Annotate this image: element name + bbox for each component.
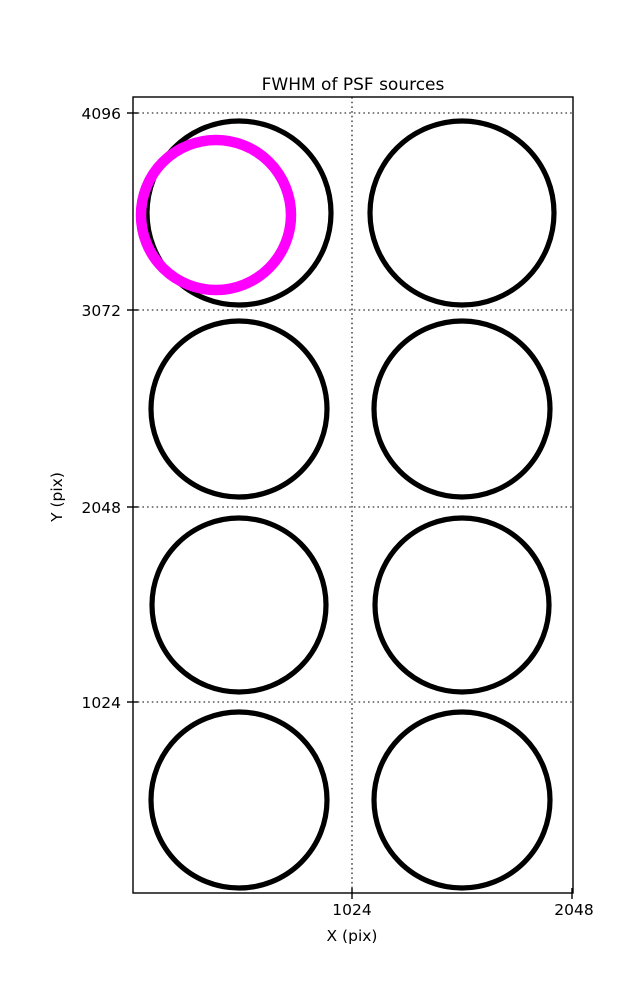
psf-marker[interactable]: [148, 709, 330, 891]
x-tick-labels: 1024 2048: [332, 901, 593, 919]
psf-marker[interactable]: [371, 318, 553, 500]
x-axis-label: X (pix): [327, 927, 378, 945]
y-axis-label: Y (pix): [48, 472, 66, 523]
highlighted-psf-markers[interactable]: [135, 134, 297, 296]
x-tick-marks: [351, 888, 573, 899]
y-tick-marks: [127, 112, 138, 703]
psf-marker[interactable]: [371, 709, 553, 891]
psf-marker[interactable]: [148, 318, 330, 500]
y-tick-label: 3072: [82, 302, 121, 320]
psf-marker[interactable]: [144, 118, 334, 308]
psf-marker-highlighted[interactable]: [135, 134, 297, 296]
x-tick-label: 2048: [554, 901, 593, 919]
horizontal-gridlines: [133, 112, 573, 703]
y-tick-label: 4096: [82, 105, 121, 123]
y-tick-labels: 4096 3072 2048 1024: [82, 105, 121, 712]
x-tick-label: 1024: [332, 901, 371, 919]
psf-marker[interactable]: [372, 515, 552, 695]
psf-source-markers[interactable]: [144, 118, 557, 891]
psf-marker[interactable]: [149, 515, 329, 695]
y-tick-label: 2048: [82, 499, 121, 517]
axes-frame: [132, 96, 574, 894]
y-tick-label: 1024: [82, 694, 121, 712]
plot-title: FWHM of PSF sources: [262, 75, 445, 95]
psf-marker[interactable]: [367, 118, 557, 308]
